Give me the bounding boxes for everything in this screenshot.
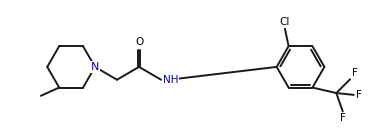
- Text: Cl: Cl: [280, 17, 290, 27]
- Text: N: N: [91, 62, 99, 72]
- Text: F: F: [340, 113, 346, 123]
- Text: O: O: [135, 37, 143, 47]
- Text: F: F: [352, 68, 358, 78]
- Text: NH: NH: [163, 75, 179, 85]
- Text: F: F: [356, 90, 362, 100]
